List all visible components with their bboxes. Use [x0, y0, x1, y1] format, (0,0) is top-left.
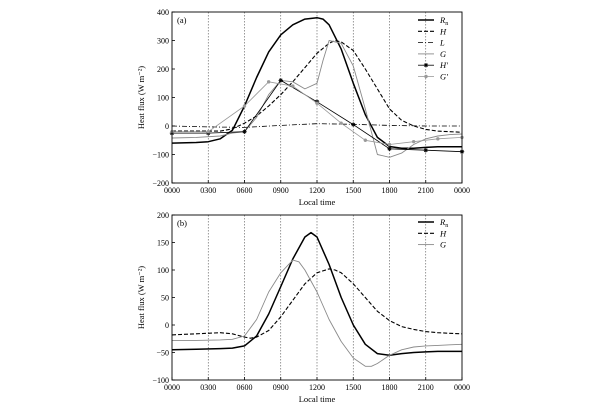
x-tick-label: 2100: [418, 186, 434, 195]
x-tick-label: 1200: [309, 383, 325, 392]
legend-label: Rn: [439, 217, 448, 229]
y-axis-label: Heat flux (W m⁻²): [136, 66, 146, 129]
data-point: [387, 142, 392, 147]
data-point: [363, 138, 368, 142]
marker-stroke: [424, 63, 428, 68]
x-tick-label: 1800: [382, 186, 398, 195]
legend-label: H: [439, 228, 447, 238]
chart-panel-a: 0000 0300 0600 0900 1200 1500 1800 2100 0000−200…: [136, 8, 470, 207]
y-tick-label: −200: [152, 179, 169, 188]
y-tick-label: 0: [165, 321, 169, 330]
series-line-h: [172, 268, 462, 339]
x-axis-label: Local time: [299, 394, 336, 404]
y-tick-label: 200: [157, 211, 169, 220]
data-point: [242, 129, 247, 134]
x-tick-label: 1500: [345, 383, 361, 392]
data-point: [242, 104, 247, 108]
series-line-g: [172, 259, 462, 367]
data-point: [315, 101, 319, 105]
legend-marker: [424, 74, 428, 79]
data-point: [411, 139, 416, 144]
y-axis-label: Heat flux (W m⁻²): [136, 266, 146, 329]
y-tick-label: 200: [157, 65, 169, 74]
y-tick-label: 0: [165, 122, 169, 131]
data-point: [291, 84, 295, 88]
x-tick-label: 1500: [345, 186, 361, 195]
x-tick-label: 0000: [454, 186, 470, 195]
data-point: [278, 78, 283, 83]
marker-stroke: [351, 122, 356, 127]
y-tick-label: −100: [152, 376, 169, 385]
legend-label: G: [440, 49, 446, 59]
data-point: [266, 80, 271, 84]
series-line-g-prime: [172, 81, 462, 145]
data-point: [423, 148, 428, 153]
series-line-rn: [172, 16, 462, 149]
legend-label: G′: [440, 72, 448, 82]
x-tick-label: 0000: [164, 383, 180, 392]
x-tick-label: 0300: [200, 383, 216, 392]
y-tick-label: −100: [152, 151, 169, 160]
data-point: [387, 146, 392, 151]
x-tick-label: 0600: [237, 383, 253, 392]
x-tick-label: 1200: [309, 186, 325, 195]
legend-label: Rn: [439, 15, 448, 27]
x-tick-label: 2100: [418, 383, 434, 392]
marker-stroke: [242, 129, 247, 134]
x-tick-label: 1800: [382, 383, 398, 392]
legend-label: G: [440, 240, 446, 250]
data-point: [206, 130, 210, 134]
x-tick-label: 0900: [273, 383, 289, 392]
series-line-l: [172, 123, 462, 128]
legend-label: L: [439, 38, 445, 48]
panel-label: (a): [177, 15, 187, 25]
y-tick-label: 400: [157, 8, 169, 17]
legend-label: H′: [439, 60, 448, 70]
x-axis-label: Local time: [299, 197, 336, 207]
chart-panel-b: 0000 0300 0600 0900 1200 1500 1800 2100 0000−100…: [136, 211, 470, 404]
y-tick-label: 100: [157, 266, 169, 275]
x-tick-label: 0000: [164, 186, 180, 195]
series-line-rn: [172, 231, 462, 357]
y-tick-label: 100: [157, 94, 169, 103]
marker-stroke: [423, 148, 428, 153]
data-point: [351, 122, 356, 127]
legend-marker: [423, 63, 429, 68]
y-tick-label: −50: [156, 349, 169, 358]
x-tick-label: 0600: [237, 186, 253, 195]
x-tick-label: 0000: [454, 383, 470, 392]
data-point: [339, 121, 343, 125]
data-point: [436, 137, 440, 141]
marker-stroke: [387, 146, 392, 151]
series-line-h: [172, 39, 462, 133]
y-tick-label: 50: [161, 294, 169, 303]
x-tick-label: 0300: [200, 186, 216, 195]
panel-label: (b): [177, 218, 187, 228]
legend-label: H: [439, 26, 447, 36]
marker-stroke: [278, 78, 283, 83]
y-tick-label: 300: [157, 37, 169, 46]
y-tick-label: 150: [157, 239, 169, 248]
x-tick-label: 0900: [273, 186, 289, 195]
